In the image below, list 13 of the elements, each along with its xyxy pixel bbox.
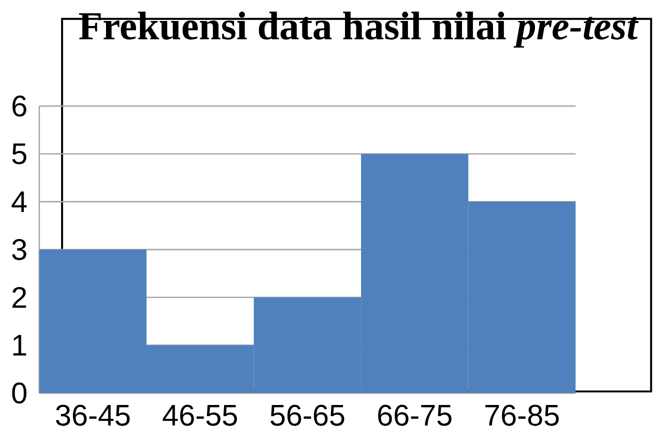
y-tick-label: 3	[12, 239, 26, 260]
y-tick-label: 0	[12, 382, 26, 404]
y-tick-label: 1	[13, 335, 26, 356]
x-tick-label: 36-45	[56, 404, 130, 426]
x-tick-label: 66-75	[378, 404, 452, 426]
y-tick-label: 4	[12, 192, 27, 212]
x-tick-label: 56-65	[270, 404, 344, 426]
x-tick-label: 46-55	[162, 404, 237, 426]
y-tick-label: 5	[12, 144, 26, 164]
x-tick-label: 76-85	[485, 404, 559, 426]
y-tick-label: 2	[12, 287, 26, 308]
y-tick-label: 6	[12, 96, 26, 117]
chart-title: Frekuensi data hasil nilai pre-test	[79, 12, 639, 48]
